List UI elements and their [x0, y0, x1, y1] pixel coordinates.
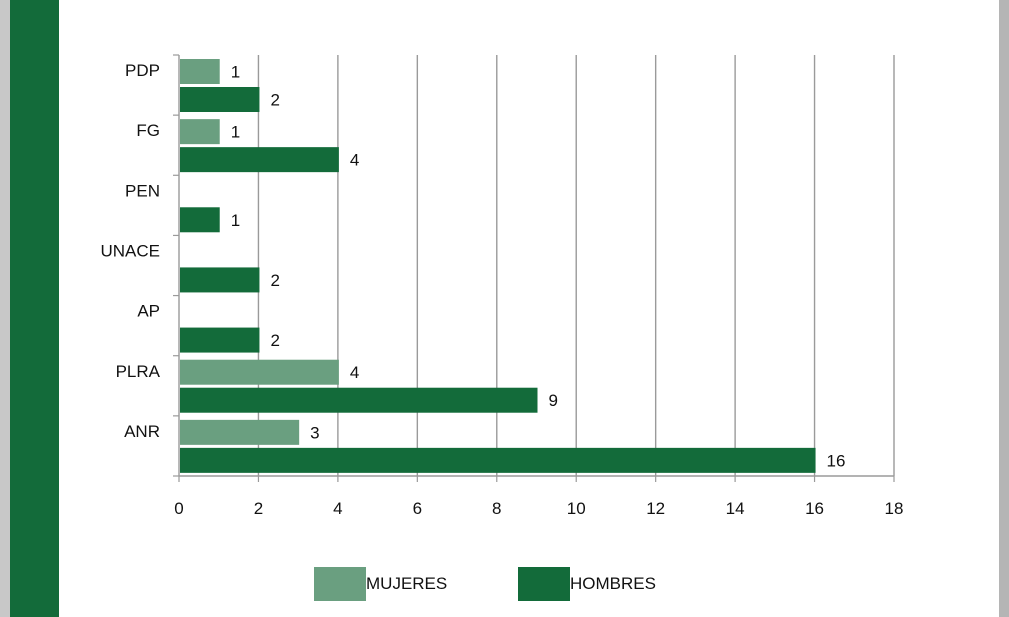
data-label-hombres-anr: 16 [827, 451, 846, 470]
data-label-mujeres-fg: 1 [231, 123, 240, 142]
x-tick-label-10: 10 [567, 499, 586, 518]
data-label-mujeres-plra: 4 [350, 363, 359, 382]
x-tick-label-6: 6 [413, 499, 422, 518]
data-label-hombres-unace: 2 [270, 271, 279, 290]
data-label-hombres-pdp: 2 [270, 91, 279, 110]
x-tick-label-4: 4 [333, 499, 342, 518]
legend-item-mujeres: MUJERES [314, 566, 447, 602]
legend-label-mujeres: MUJERES [366, 574, 448, 593]
bars [180, 59, 816, 473]
category-label-plra: PLRA [116, 362, 161, 381]
category-label-pdp: PDP [125, 61, 160, 80]
bar-mujeres-pdp [180, 59, 220, 84]
x-tick-label-16: 16 [805, 499, 824, 518]
legend-item-hombres: HOMBRES [518, 566, 656, 602]
bar-hombres-unace [180, 267, 260, 293]
data-label-hombres-fg: 4 [350, 151, 359, 170]
top-border [0, 0, 1009, 8]
bar-hombres-ap [180, 327, 260, 353]
category-label-unace: UNACE [100, 242, 160, 261]
category-label-ap: AP [137, 302, 160, 321]
x-tick-label-2: 2 [254, 499, 263, 518]
legend-swatch-hombres [518, 567, 570, 601]
data-label-mujeres-anr: 3 [310, 423, 319, 442]
x-tick-label-18: 18 [885, 499, 904, 518]
bar-mujeres-anr [180, 419, 300, 445]
data-label-hombres-pen: 1 [231, 211, 240, 230]
bar-hombres-plra [180, 387, 538, 413]
category-label-anr: ANR [124, 422, 160, 441]
left-frame [0, 0, 10, 617]
legend-label-hombres: HOMBRES [570, 574, 656, 593]
x-tick-label-8: 8 [492, 499, 501, 518]
data-label-hombres-plra: 9 [549, 391, 558, 410]
bar-mujeres-plra [180, 359, 339, 385]
axes [173, 54, 895, 482]
legend: MUJERES HOMBRES [314, 566, 694, 602]
x-tick-label-14: 14 [726, 499, 745, 518]
bar-hombres-pdp [180, 87, 260, 112]
bar-hombres-fg [180, 147, 339, 173]
category-label-fg: FG [136, 121, 160, 140]
right-frame [999, 0, 1009, 617]
bar-hombres-anr [180, 447, 816, 473]
left-green-stripe [10, 0, 59, 617]
gridlines [257, 55, 895, 476]
x-tick-label-12: 12 [646, 499, 665, 518]
bar-mujeres-fg [180, 119, 220, 145]
data-label-hombres-ap: 2 [270, 331, 279, 350]
data-label-mujeres-pdp: 1 [231, 63, 240, 82]
x-tick-label-0: 0 [174, 499, 183, 518]
category-label-pen: PEN [125, 181, 160, 200]
legend-swatch-mujeres [314, 567, 366, 601]
bar-hombres-pen [180, 207, 220, 233]
